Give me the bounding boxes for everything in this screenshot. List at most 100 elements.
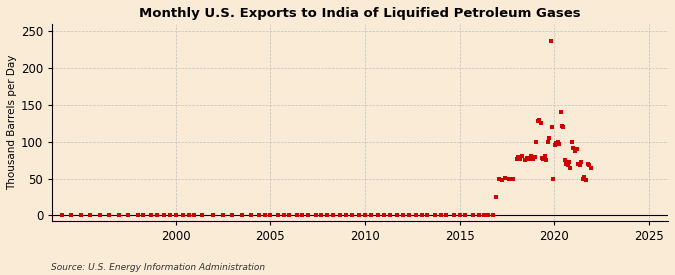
Point xyxy=(547,125,558,129)
Point xyxy=(410,213,421,217)
Point xyxy=(565,165,576,170)
Point xyxy=(539,154,550,159)
Point xyxy=(66,213,77,218)
Point xyxy=(460,213,470,217)
Point xyxy=(292,213,302,218)
Point xyxy=(577,176,588,181)
Y-axis label: Thousand Barrels per Day: Thousand Barrels per Day xyxy=(7,55,17,190)
Point xyxy=(104,213,115,218)
Point xyxy=(302,213,313,217)
Point xyxy=(525,154,536,159)
Point xyxy=(538,157,549,162)
Point xyxy=(520,158,531,162)
Point xyxy=(487,213,498,218)
Point xyxy=(556,110,566,114)
Point xyxy=(189,213,200,218)
Point xyxy=(494,176,505,181)
Point xyxy=(490,195,501,199)
Point xyxy=(570,148,580,153)
Point xyxy=(196,213,207,218)
Point xyxy=(534,117,545,122)
Point xyxy=(560,158,570,162)
Point xyxy=(473,213,484,217)
Point xyxy=(500,176,510,180)
Point xyxy=(533,119,543,123)
Point xyxy=(584,163,595,167)
Point xyxy=(517,154,528,159)
Point xyxy=(430,213,441,218)
Point xyxy=(284,213,294,218)
Point xyxy=(574,163,585,167)
Point xyxy=(564,160,574,164)
Point xyxy=(316,213,327,217)
Point xyxy=(529,155,540,160)
Point xyxy=(151,213,162,218)
Point xyxy=(341,213,352,217)
Point xyxy=(278,213,289,218)
Point xyxy=(572,162,583,166)
Point xyxy=(354,213,364,217)
Point xyxy=(246,213,256,218)
Point xyxy=(360,213,371,218)
Point xyxy=(227,213,238,218)
Point xyxy=(95,213,105,218)
Point xyxy=(571,147,582,151)
Point xyxy=(310,213,321,218)
Point xyxy=(479,213,489,218)
Point xyxy=(537,156,547,160)
Point xyxy=(527,156,538,161)
Point xyxy=(57,213,68,218)
Point xyxy=(265,213,275,218)
Point xyxy=(504,176,514,181)
Point xyxy=(508,177,518,182)
Point xyxy=(551,141,562,145)
Point xyxy=(513,155,524,160)
Point xyxy=(545,39,556,43)
Point xyxy=(558,125,569,129)
Point xyxy=(548,176,559,181)
Point xyxy=(511,157,522,162)
Point xyxy=(208,213,219,218)
Point xyxy=(543,136,554,140)
Point xyxy=(327,213,338,218)
Point xyxy=(259,213,270,218)
Point xyxy=(254,213,265,217)
Point xyxy=(138,213,148,218)
Point xyxy=(85,213,96,218)
Point xyxy=(468,213,479,218)
Point xyxy=(273,213,284,217)
Point xyxy=(561,162,572,166)
Point xyxy=(403,213,414,218)
Point xyxy=(454,213,465,218)
Point xyxy=(165,213,176,218)
Point xyxy=(522,156,533,160)
Point xyxy=(297,213,308,217)
Text: Source: U.S. Energy Information Administration: Source: U.S. Energy Information Administ… xyxy=(51,263,265,272)
Title: Monthly U.S. Exports to India of Liquified Petroleum Gases: Monthly U.S. Exports to India of Liquifi… xyxy=(140,7,581,20)
Point xyxy=(373,213,383,218)
Point xyxy=(543,139,554,144)
Point xyxy=(113,213,124,218)
Point xyxy=(322,213,333,217)
Point xyxy=(384,213,395,218)
Point xyxy=(497,178,508,182)
Point xyxy=(552,139,563,144)
Point xyxy=(398,213,408,217)
Point xyxy=(392,213,402,217)
Point xyxy=(562,163,573,167)
Point xyxy=(568,145,578,150)
Point xyxy=(523,157,534,162)
Point xyxy=(535,121,546,125)
Point xyxy=(554,142,564,146)
Point xyxy=(236,213,247,218)
Point xyxy=(483,213,493,217)
Point xyxy=(449,213,460,217)
Point xyxy=(132,213,143,218)
Point xyxy=(579,175,590,179)
Point xyxy=(549,143,560,148)
Point xyxy=(422,213,433,217)
Point xyxy=(580,178,591,182)
Point xyxy=(379,213,389,217)
Point xyxy=(531,139,542,144)
Point xyxy=(335,213,346,217)
